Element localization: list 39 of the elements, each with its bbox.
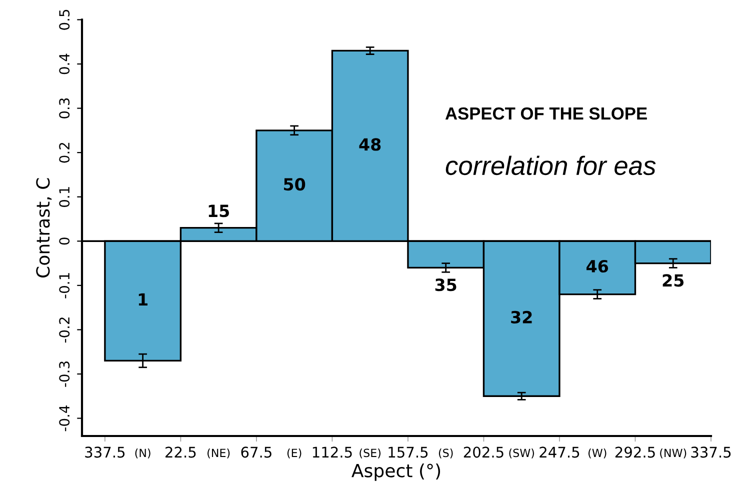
annotation: 25 — [662, 274, 684, 287]
text: 157.5 — [388, 446, 428, 458]
annotation: 50 — [284, 178, 306, 191]
y-tick-label: 0.4 — [59, 54, 70, 74]
y-tick-label: 0 — [59, 238, 70, 245]
x-tick-label: (NW) — [660, 448, 686, 458]
annotation: ASPECT OF THE SLOPE — [445, 107, 647, 120]
y-tick-label: 0.2 — [59, 142, 70, 163]
x-tick-label: (W) — [588, 448, 606, 458]
text: 202.5 — [464, 446, 504, 458]
y-tick-label: -0.1 — [59, 273, 70, 298]
y-tick-label: -0.4 — [59, 406, 70, 432]
y-tick-label: 0.3 — [59, 98, 70, 118]
text: 67.5 — [241, 446, 272, 458]
x-tick-label: (SW) — [509, 448, 534, 458]
text: 112.5 — [312, 446, 352, 458]
text: 247.5 — [540, 446, 580, 458]
x-tick-label: (N) — [135, 448, 150, 458]
x-tick-label: (NE) — [208, 448, 230, 458]
text: 337.5 — [85, 446, 125, 458]
annotation: 46 — [586, 260, 608, 273]
annotation: 1 — [138, 293, 148, 306]
text: 292.5 — [615, 446, 655, 458]
annotation: 15 — [208, 204, 229, 218]
y-tick-label: 0.5 — [59, 10, 70, 30]
x-tick-label: (S) — [438, 448, 453, 458]
y-tick-label: 0.1 — [59, 187, 70, 207]
y-axis-title: Contrast, C — [36, 178, 52, 278]
annotation: 32 — [511, 310, 532, 324]
x-axis-title: Aspect (°) — [352, 463, 440, 481]
annotation: 48 — [359, 138, 381, 151]
annotation: correlation for eas — [446, 156, 656, 176]
y-tick-label: -0.3 — [59, 362, 70, 387]
x-tick-label: (SE) — [360, 448, 380, 458]
text: 22.5 — [166, 446, 196, 458]
annotation: 35 — [435, 278, 456, 292]
text: 337.5 — [691, 446, 731, 458]
x-tick-label: (E) — [287, 448, 302, 458]
y-tick-label: -0.2 — [59, 318, 70, 343]
